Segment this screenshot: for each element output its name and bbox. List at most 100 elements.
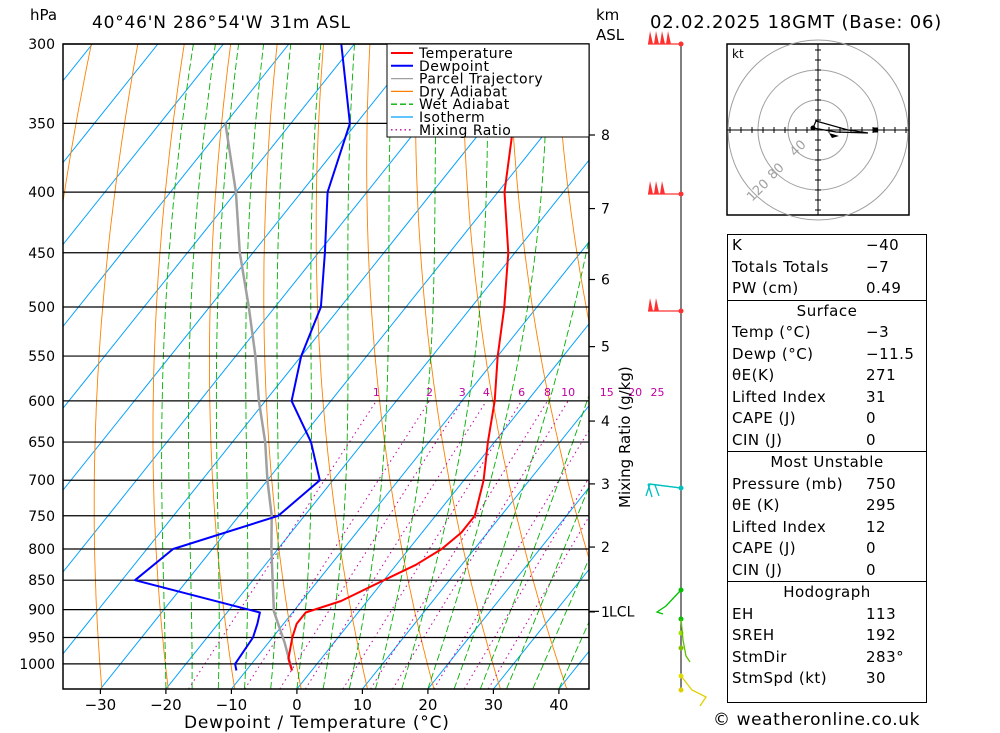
wind-pennant-icon [660,31,665,44]
index-row: CIN (J) 0 [728,560,926,582]
isotherm-line [63,44,224,246]
wet-adiabat-line [188,44,216,689]
km-tick-label: 7 [601,202,610,218]
pressure-tick-label: 900 [28,603,55,619]
index-row: CIN (J) 0 [728,430,926,452]
index-label: CIN (J) [732,560,783,579]
wind-level-dot [678,645,684,651]
isotherm-line [0,44,27,689]
mixing-ratio-line [244,400,430,689]
index-row: SREH 192 [728,625,926,647]
isotherm-line [63,44,93,82]
mixing-ratio-label: 3 [459,386,466,399]
index-label: PW (cm) [732,279,799,297]
dry-adiabat-line [315,44,368,689]
index-label: CIN (J) [732,430,783,449]
wet-adiabat-line [532,557,589,689]
index-value: 0 [866,539,877,557]
index-row: Dewp (°C) −11.5 [728,344,926,366]
header-hpa: hPa [30,6,57,24]
index-row: Totals Totals −7 [728,257,926,279]
index-row: Temp (°C) −3 [728,322,926,344]
wind-pennant-icon [654,181,659,194]
mixing-ratio-line [279,400,463,689]
header-datetime: 02.02.2025 18GMT (Base: 06) [650,12,942,33]
legend-entry: Parcel Trajectory [419,72,543,88]
pressure-tick-label: 550 [28,349,55,365]
dry-adiabat-line [152,44,185,689]
mixing-ratio-line [433,429,589,689]
wet-adiabat-line [506,485,589,689]
km-tick-label: 1 [601,605,610,621]
credit-text: © weatheronline.co.uk [713,710,921,730]
pressure-tick-label: 300 [28,37,55,53]
wind-barb-icon [654,484,660,497]
most-unstable-title: Most Unstable [728,451,926,474]
dry-adiabat-line [366,44,435,689]
legend-entry: Dewpoint [419,59,490,75]
wet-adiabat-line [215,44,240,689]
km-tick-label: 6 [601,273,610,289]
wet-adiabat-line [401,44,490,689]
index-label: θE (K) [732,496,780,514]
header-location: 40°46'N 286°54'W 31m ASL [92,13,351,33]
index-label: K [732,236,743,254]
index-value: 192 [866,626,897,644]
dry-adiabat-line [508,44,589,560]
index-row: EH 113 [728,604,926,626]
km-tick-label: 5 [601,340,610,356]
legend-box [386,43,590,138]
dry-adiabat-line [263,44,302,689]
wind-pennant-icon [666,31,671,44]
wind-barb-icon [655,589,682,615]
wind-barb-icon [680,675,707,707]
index-row: K −40 [728,235,926,257]
wet-adiabat-line [348,44,394,689]
wind-pennant-icon [648,31,653,44]
index-label: EH [732,604,754,623]
wet-adiabat-line [161,44,194,689]
wet-adiabat-line [270,44,292,689]
mixing-ratio-line [392,400,569,689]
index-value: 271 [866,366,897,384]
index-value: −11.5 [866,344,915,363]
index-value: 283° [866,647,905,666]
mixing-ratio-label: 8 [544,386,551,399]
surface-title: Surface [728,299,926,323]
index-label: CAPE (J) [732,539,797,557]
wet-adiabat-line [375,44,438,689]
pressure-tick-label: 400 [28,185,55,201]
dry-adiabat-line [462,44,568,689]
parcel-trajectory-line [224,123,294,671]
isotherm-line [63,44,159,164]
index-row: CAPE (J) 0 [728,408,926,430]
isotherm-line [63,44,486,573]
legend-entry: Mixing Ratio [419,123,511,139]
index-value: −40 [866,236,900,254]
x-tick-label: 10 [353,696,372,714]
wet-adiabat-line [479,394,589,689]
x-tick-label: −10 [216,696,248,714]
isotherm-line [493,568,589,689]
index-value: −7 [866,257,890,276]
legend-entry: Isotherm [419,110,485,126]
wind-barb-icon [647,483,682,489]
isotherm-line [231,241,589,689]
index-value: 31 [866,387,887,406]
pressure-tick-label: 850 [28,573,55,589]
wind-barb-icon [647,483,653,498]
wet-adiabat-line [453,236,589,689]
indices-table: K −40 Totals Totals −7 PW (cm) 0.49 Surface T… [727,234,927,703]
x-tick-label: −30 [85,696,117,714]
x-tick-label: 40 [549,696,568,714]
x-axis-label: Dewpoint / Temperature (°C) [184,713,450,733]
index-row: θE (K) 295 [728,495,926,517]
lcl-label: LCL [609,604,635,620]
header-km: km [596,6,619,24]
isotherm-line [100,77,589,689]
wind-level-dot [678,687,684,693]
index-label: StmDir [732,647,787,666]
index-label: Dewp (°C) [732,344,814,363]
isotherm-line [63,44,290,328]
dry-adiabat-line [926,41,1000,689]
